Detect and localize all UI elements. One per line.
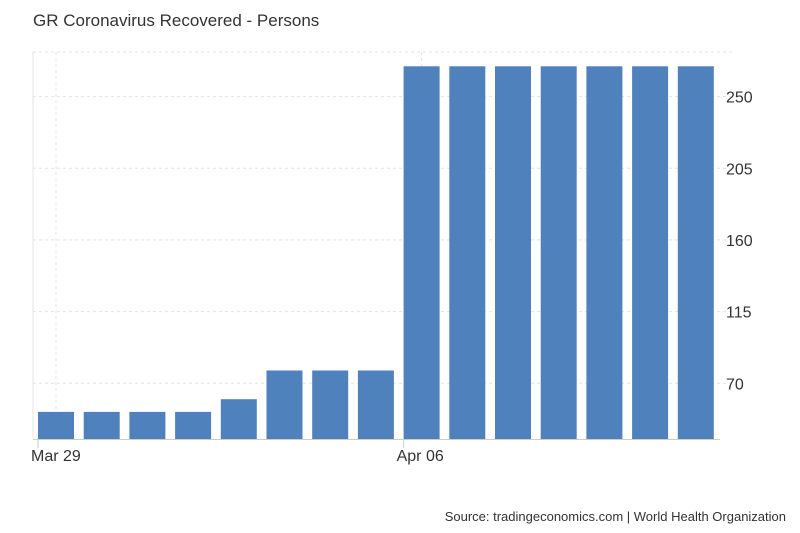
chart-title: GR Coronavirus Recovered - Persons [33, 11, 320, 30]
bars [38, 66, 714, 440]
bar [586, 66, 623, 440]
axes [33, 439, 720, 448]
bar [449, 66, 486, 440]
bar [38, 411, 74, 439]
y-tick-label: 70 [726, 376, 744, 393]
bar [266, 370, 303, 439]
bar [357, 370, 394, 439]
y-tick-label: 160 [726, 233, 753, 250]
x-tick-labels: Mar 29 Apr 06 [31, 448, 444, 465]
y-tick-label: 205 [726, 161, 753, 178]
bar [540, 66, 577, 440]
bar [129, 411, 166, 439]
x-tick-label: Mar 29 [31, 448, 81, 465]
bar [175, 411, 212, 439]
y-tick-label: 115 [726, 305, 752, 322]
x-tick-label: Apr 06 [397, 448, 444, 465]
bar [220, 399, 257, 439]
bar [495, 66, 531, 440]
y-tick-labels: 70 115 160 205 250 [726, 90, 753, 394]
y-tick-label: 250 [726, 90, 753, 107]
bar [677, 66, 714, 440]
source-note: Source: tradingeconomics.com | World Hea… [444, 509, 786, 524]
bar [632, 66, 669, 440]
bar [83, 411, 120, 439]
bar [312, 370, 349, 439]
bar [403, 66, 440, 440]
